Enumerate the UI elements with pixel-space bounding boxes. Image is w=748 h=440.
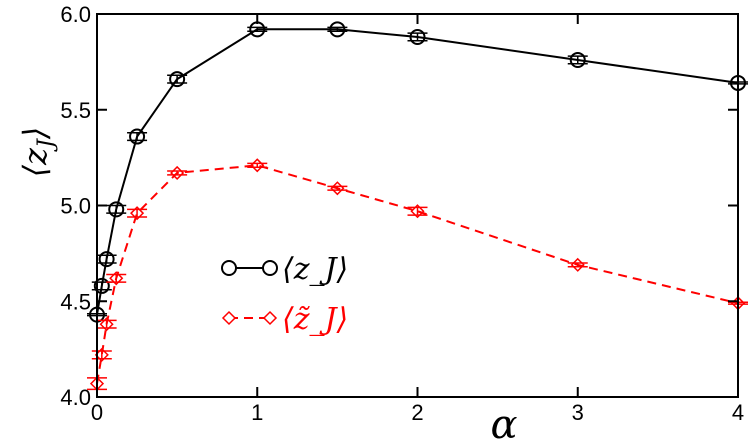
x-tick-label: 4 bbox=[732, 400, 744, 425]
x-axis-label: α bbox=[490, 402, 517, 440]
data-point bbox=[129, 128, 146, 145]
x-tick-label: 2 bbox=[411, 400, 423, 425]
data-point bbox=[569, 51, 586, 68]
series-line bbox=[96, 164, 739, 384]
data-point bbox=[130, 206, 145, 221]
y-axis-label-sub: J bbox=[34, 138, 59, 152]
data-point bbox=[98, 251, 115, 268]
data-point bbox=[410, 204, 425, 219]
data-point bbox=[93, 277, 110, 294]
data-point bbox=[169, 71, 186, 88]
series-2 bbox=[87, 158, 748, 391]
y-axis-label-var: z bbox=[16, 147, 54, 166]
legend-item-2: ⟨z̃_J⟩ bbox=[221, 302, 348, 337]
data-point bbox=[570, 257, 585, 272]
data-point bbox=[108, 201, 125, 218]
y-tick-label: 5.0 bbox=[60, 194, 91, 219]
legend-marker bbox=[262, 310, 278, 326]
data-point bbox=[329, 21, 346, 38]
legend-marker bbox=[221, 310, 237, 326]
legend-item-1: ⟨z_J⟩ bbox=[221, 252, 348, 287]
chart-marks bbox=[87, 21, 748, 391]
legend-label: ⟨z̃_J⟩ bbox=[282, 302, 348, 337]
y-tick-label: 4.5 bbox=[60, 289, 91, 314]
data-point bbox=[330, 181, 345, 196]
x-tick-label: 3 bbox=[572, 400, 584, 425]
x-tick-label: 1 bbox=[251, 400, 263, 425]
data-point bbox=[109, 271, 124, 286]
data-point bbox=[250, 158, 265, 173]
data-point bbox=[99, 317, 114, 332]
legend: ⟨z_J⟩ ⟨z̃_J⟩ bbox=[221, 252, 348, 337]
y-axis-label: ⟨zJ⟩ bbox=[16, 127, 59, 178]
x-tick-label: 0 bbox=[91, 400, 103, 425]
legend-label: ⟨z_J⟩ bbox=[282, 252, 348, 287]
y-tick-label: 4.0 bbox=[60, 385, 91, 410]
data-point bbox=[409, 28, 426, 45]
data-point bbox=[170, 165, 185, 181]
legend-marker bbox=[221, 260, 237, 276]
svg-text:⟨zJ⟩: ⟨zJ⟩ bbox=[16, 127, 59, 178]
y-tick-label: 6.0 bbox=[60, 2, 91, 27]
legend-marker bbox=[262, 260, 278, 276]
y-tick-label: 5.5 bbox=[60, 98, 91, 123]
axis-ticks: 0 1 2 3 4 4.0 4.5 5.0 5.5 6.0 bbox=[60, 2, 744, 425]
